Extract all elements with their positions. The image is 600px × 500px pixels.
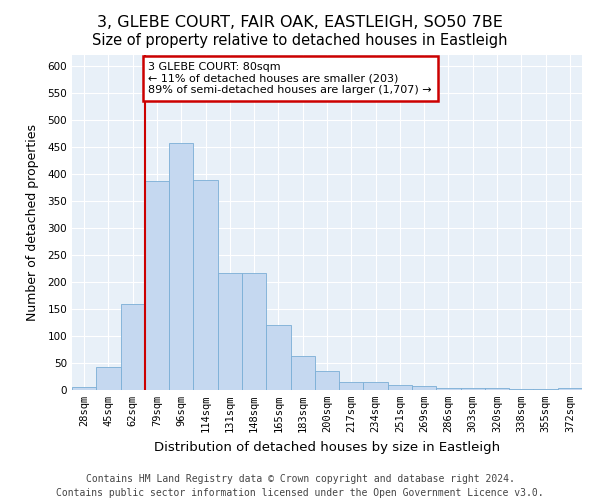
Bar (315, 371, 339, 390)
Text: Size of property relative to detached houses in Eastleigh: Size of property relative to detached ho… (92, 32, 508, 48)
Text: Contains HM Land Registry data © Crown copyright and database right 2024.
Contai: Contains HM Land Registry data © Crown c… (56, 474, 544, 498)
Y-axis label: Number of detached properties: Number of detached properties (26, 124, 39, 321)
Bar (436, 388, 461, 390)
Bar (169, 142, 193, 390)
Bar (388, 384, 412, 390)
Bar (193, 180, 218, 390)
Bar (364, 382, 388, 390)
Bar (290, 356, 315, 390)
Bar (266, 325, 290, 390)
X-axis label: Distribution of detached houses by size in Eastleigh: Distribution of detached houses by size … (154, 440, 500, 454)
Bar (72, 388, 96, 390)
Bar (242, 273, 266, 390)
Bar (461, 388, 485, 390)
Text: 3 GLEBE COURT: 80sqm
← 11% of detached houses are smaller (203)
89% of semi-deta: 3 GLEBE COURT: 80sqm ← 11% of detached h… (149, 62, 432, 95)
Bar (558, 388, 582, 390)
Bar (339, 382, 364, 390)
Bar (121, 304, 145, 390)
Bar (218, 273, 242, 390)
Bar (96, 367, 121, 390)
Text: 3, GLEBE COURT, FAIR OAK, EASTLEIGH, SO50 7BE: 3, GLEBE COURT, FAIR OAK, EASTLEIGH, SO5… (97, 15, 503, 30)
Bar (533, 389, 558, 390)
Bar (145, 181, 169, 390)
Bar (485, 388, 509, 390)
Bar (412, 386, 436, 390)
Bar (509, 389, 533, 390)
